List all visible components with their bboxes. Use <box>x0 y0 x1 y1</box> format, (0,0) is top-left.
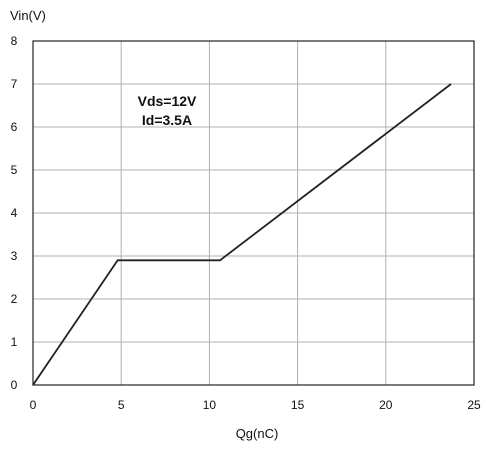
annotation-vds: Vds=12V <box>138 93 197 109</box>
x-tick-label-5: 5 <box>118 398 125 412</box>
annotation-id: Id=3.5A <box>142 112 192 128</box>
x-tick-label-15: 15 <box>291 398 305 412</box>
y-tick-label-5: 5 <box>11 163 18 177</box>
x-tick-label-0: 0 <box>30 398 37 412</box>
x-axis-label: Qg(nC) <box>236 426 279 441</box>
y-tick-labels: 0 1 2 3 4 5 6 7 8 <box>11 34 18 392</box>
y-tick-label-1: 1 <box>11 335 18 349</box>
x-tick-label-10: 10 <box>203 398 217 412</box>
y-tick-label-4: 4 <box>11 206 18 220</box>
x-tick-label-20: 20 <box>379 398 393 412</box>
grid-lines <box>33 41 474 385</box>
plot-frame <box>32 40 475 386</box>
y-tick-label-6: 6 <box>11 120 18 134</box>
y-tick-label-2: 2 <box>11 292 18 306</box>
x-tick-labels: 0 5 10 15 20 25 <box>30 398 481 412</box>
series-line-0 <box>32 83 452 386</box>
y-axis-label: Vin(V) <box>10 8 46 23</box>
y-tick-label-0: 0 <box>11 378 18 392</box>
y-tick-label-7: 7 <box>11 77 18 91</box>
y-tick-label-8: 8 <box>11 34 18 48</box>
y-tick-label-3: 3 <box>11 249 18 263</box>
series-layer <box>32 83 452 386</box>
x-tick-label-25: 25 <box>467 398 481 412</box>
